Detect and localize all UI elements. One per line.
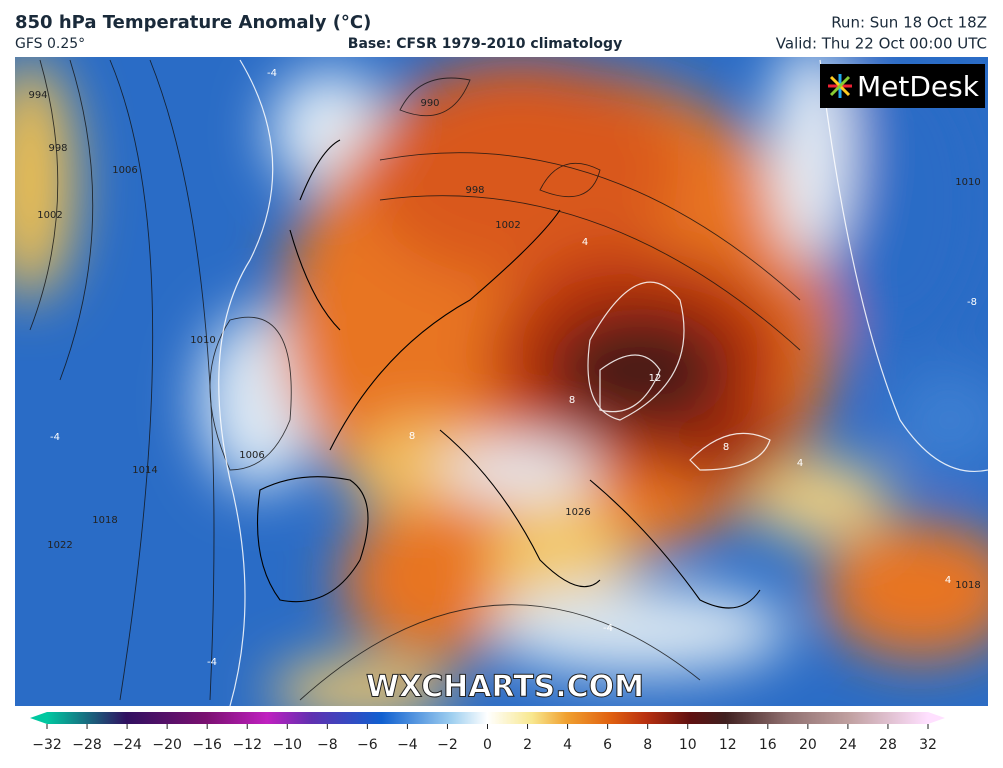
contour-label: 1014 [132,465,157,476]
contour-label: 1006 [239,450,264,461]
colorbar-tick-label: −12 [232,737,262,753]
colorbar-tick-label: −10 [272,737,302,753]
contour-label: -4 [267,68,277,79]
contour-label: 12 [649,373,662,384]
model: GFS 0.25° [15,36,85,52]
contour-label: 1022 [47,540,72,551]
colorbar-tick-label: −28 [72,737,102,753]
colorbar-tick-label: 20 [799,737,817,753]
contour-label: -4 [207,657,217,668]
base: Base: CFSR 1979-2010 climatology [348,36,622,52]
colorbar-tick-label: −8 [317,737,338,753]
colorbar-tick-label: 16 [759,737,777,753]
contour-label: -8 [967,297,977,308]
contour-label: 4 [797,458,803,469]
title: 850 hPa Temperature Anomaly (°C) [15,12,371,33]
logo-box: MetDesk [820,64,985,108]
contour-label: 1010 [190,335,215,346]
contour-label: 8 [723,442,729,453]
contour-label: -4 [50,432,60,443]
colorbar-tick-label: 32 [919,737,937,753]
colorbar-tick-label: −24 [112,737,142,753]
contour-label: 4 [582,237,588,248]
contour-label: 994 [28,90,47,101]
colorbar-tick-label: 0 [483,737,492,753]
logo: MetDesk [857,70,980,103]
colorbar-tick-label: −16 [192,737,222,753]
contour-label: 1018 [955,580,980,591]
colorbar-tick-label: 6 [603,737,612,753]
contour-label: 8 [569,395,575,406]
run: Run: Sun 18 Oct 18Z [831,14,987,32]
colorbar-tick-label: 24 [839,737,857,753]
colorbar-tick-label: −4 [397,737,418,753]
contour-label: 1010 [955,177,980,188]
map [15,57,988,706]
valid: Valid: Thu 22 Oct 00:00 UTC [776,35,987,53]
colorbar-tick-label: 12 [719,737,737,753]
colorbar [30,712,945,724]
contour-label: 998 [465,185,484,196]
contour-label: 1002 [495,220,520,231]
contour-label: 990 [420,98,439,109]
contour-label: 1006 [112,165,137,176]
colorbar-tick-label: 4 [563,737,572,753]
colorbar-tick-label: −2 [437,737,458,753]
contour-label: 1026 [565,507,590,518]
contour-label: 8 [409,431,415,442]
colorbar-tick-label: 8 [643,737,652,753]
contour-label: 4 [945,575,951,586]
colorbar-tick-label: −6 [357,737,378,753]
colorbar-tick-label: −20 [152,737,182,753]
watermark: WXCHARTS.COM [366,670,644,705]
contour-label: -4 [603,623,613,634]
colorbar-tick-label: 2 [523,737,532,753]
colorbar-tick-label: −32 [32,737,62,753]
colorbar-tick-label: 10 [679,737,697,753]
contour-label: 998 [48,143,67,154]
contour-label: 1018 [92,515,117,526]
contour-label: 1002 [37,210,62,221]
colorbar-tick-label: 28 [879,737,897,753]
